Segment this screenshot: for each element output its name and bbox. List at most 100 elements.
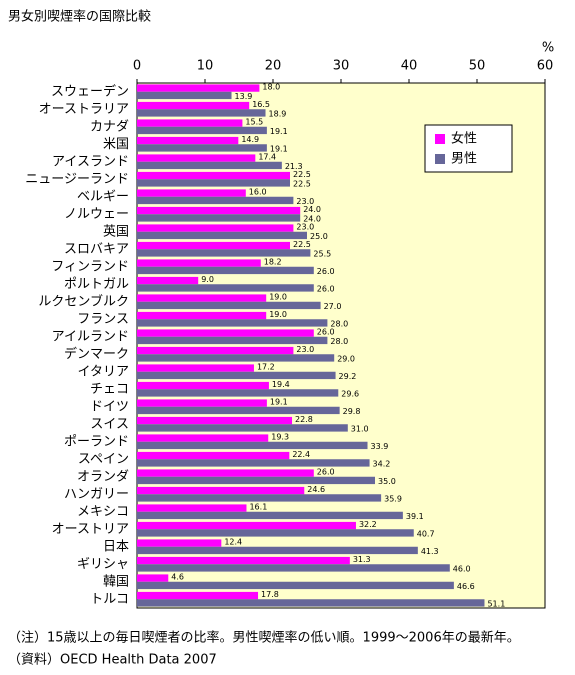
value-label: 26.0 [317,284,335,293]
value-label: 13.9 [235,92,253,101]
value-label: 46.6 [457,582,475,591]
y-tick-label: ポーランド [64,434,129,449]
value-label: 40.7 [417,529,435,538]
value-label: 16.0 [249,188,267,197]
bar [137,504,247,512]
bar [137,91,232,100]
y-tick-label: ニュージーランド [25,172,129,187]
value-label: 15.5 [245,118,263,127]
bar [137,259,261,267]
bar [137,214,301,222]
value-label: 24.0 [303,214,321,223]
value-label: 26.0 [317,267,335,276]
value-label: 19.4 [272,380,290,389]
value-label: 25.0 [310,232,328,241]
bar [137,206,301,215]
bar [137,529,414,537]
bar [137,319,328,327]
bar [137,424,348,432]
y-tick-label: 英国 [103,224,129,239]
legend-label: 女性 [451,131,477,147]
value-label: 22.5 [293,179,311,188]
value-label: 19.1 [270,398,288,407]
value-label: 16.5 [252,100,270,109]
value-label: 17.2 [257,363,275,372]
bar [137,241,290,250]
value-label: 24.0 [303,205,321,214]
y-tick-label: 日本 [103,539,129,554]
bar [137,459,370,467]
value-label: 33.9 [371,442,389,451]
value-label: 9.0 [201,275,214,284]
bar [137,144,267,152]
value-label: 29.0 [337,354,355,363]
bar [137,364,254,372]
bar [137,346,294,355]
x-tick-label: 40 [401,59,418,74]
x-tick-label: 10 [197,59,214,74]
value-label: 22.5 [293,240,311,249]
value-label: 12.4 [224,538,242,547]
x-axis-unit: % [542,41,554,56]
bar [137,101,250,110]
y-tick-label: デンマーク [64,346,129,362]
bar [137,494,382,502]
bar [137,469,314,477]
value-label: 29.6 [341,389,359,398]
legend-box [424,124,513,173]
y-tick-label: フィンランド [51,259,129,274]
bar [137,539,222,547]
bar [137,276,199,285]
y-tick-label: スウェーデン [51,83,129,99]
legend-label: 男性 [451,152,477,167]
bar [137,451,290,460]
x-tick-label: 50 [469,59,486,74]
bar [137,311,267,320]
y-tick-label: ルクセンブルク [38,293,129,309]
y-tick-label: メキシコ [77,504,129,519]
y-tick-label: フランス [77,312,129,327]
bar [137,371,336,380]
bar [137,381,269,390]
value-label: 39.1 [406,512,424,521]
bar [137,486,305,495]
bar [137,119,243,127]
y-tick-label: 韓国 [103,574,129,589]
value-label: 19.3 [271,433,289,442]
y-tick-label: オーストリア [52,522,129,537]
bar [137,389,339,397]
bar [137,249,311,257]
bar [137,511,403,520]
value-label: 29.2 [339,372,357,381]
bar [137,574,169,582]
bar [137,109,266,117]
bar [137,581,454,590]
bar [137,521,356,530]
y-tick-label: アイルランド [52,329,129,344]
y-tick-label: 米国 [103,137,129,152]
bar [137,441,368,450]
bar [137,224,294,232]
value-label: 51.1 [487,599,505,608]
value-label: 27.0 [324,302,342,311]
bar [137,354,335,362]
value-label: 23.0 [296,223,314,232]
bar [137,189,246,197]
value-label: 22.5 [293,170,311,179]
y-tick-label: オランダ [77,469,129,484]
bar [137,294,267,302]
bar [137,196,294,205]
bar [137,546,418,555]
value-label: 18.9 [269,109,287,118]
bar [137,284,314,292]
value-label: 25.5 [313,249,331,258]
bar [137,231,307,240]
value-label: 16.1 [249,503,267,512]
bar [137,179,290,187]
value-label: 35.0 [378,477,396,486]
bar [137,84,260,92]
bar [137,171,290,180]
value-label: 34.2 [373,459,391,468]
bar [137,266,314,275]
